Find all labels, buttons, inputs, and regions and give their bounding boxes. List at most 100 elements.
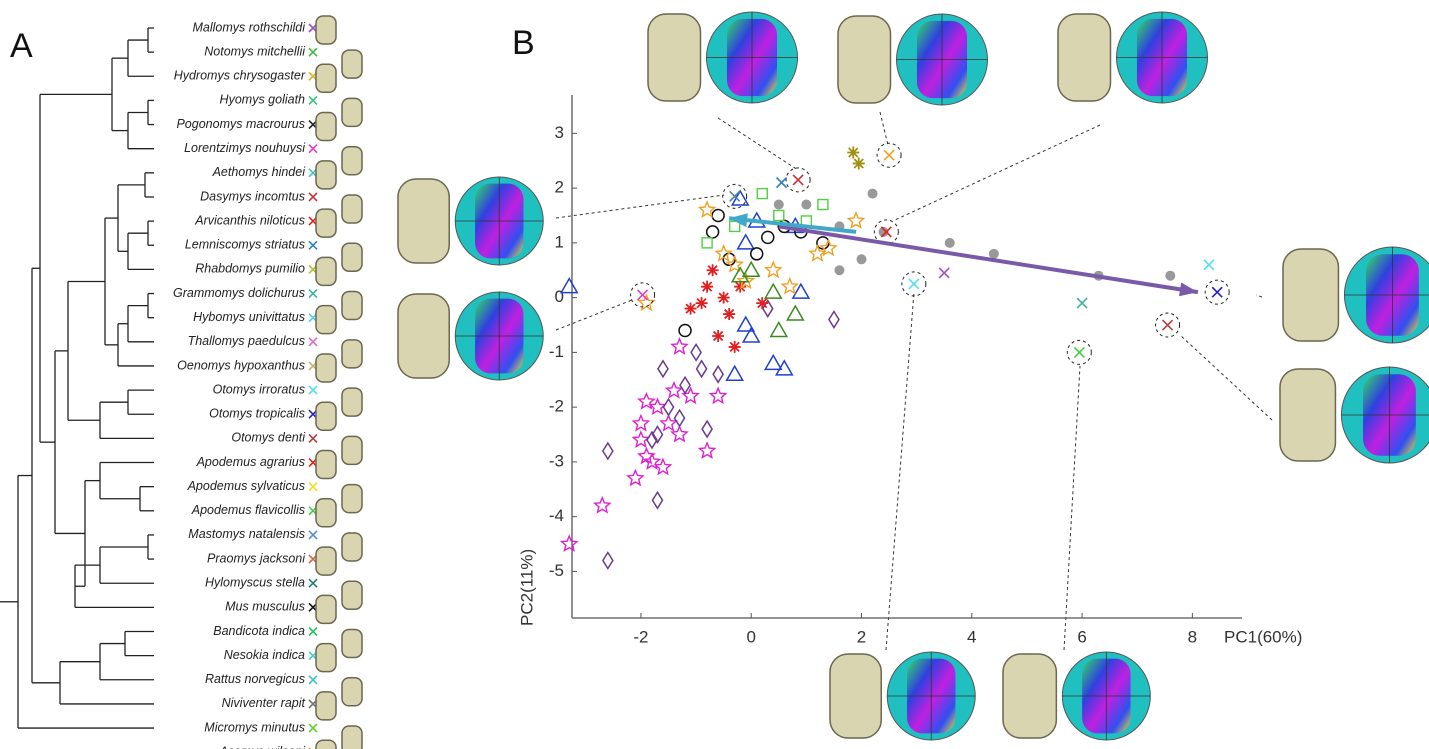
point — [672, 339, 687, 354]
species-marker — [309, 193, 317, 201]
tooth-thumb — [342, 485, 362, 513]
point — [679, 324, 691, 336]
pca-plot: -202468-5-4-3-2-10123PC1(60%)PC2(11%) — [517, 95, 1302, 646]
point — [707, 264, 719, 276]
tooth-thumb — [342, 243, 362, 271]
tooth-thumb — [316, 595, 336, 623]
species-marker — [309, 241, 317, 249]
point — [683, 388, 698, 403]
panel-label: B — [512, 24, 535, 62]
species-name: Mallomys rothschildi — [192, 20, 306, 34]
point — [743, 328, 759, 342]
y-tick-label: -4 — [549, 506, 564, 525]
species-name: Hylomyscus stella — [205, 576, 305, 590]
leader-lines — [556, 112, 1272, 650]
point — [727, 366, 743, 380]
point — [723, 308, 735, 320]
point — [664, 399, 674, 415]
species-name: Oenomys hypoxanthus — [177, 358, 305, 372]
tooth-thumb — [316, 692, 336, 720]
tooth-image — [398, 294, 449, 378]
point — [702, 421, 712, 437]
point — [762, 231, 774, 243]
tooth-thumb — [316, 113, 336, 141]
point — [757, 189, 767, 199]
tooth-thumb — [316, 209, 336, 237]
point — [603, 443, 613, 459]
tooth-thumb — [342, 388, 362, 416]
tooth-thumb — [316, 740, 336, 749]
point — [633, 432, 648, 447]
point — [1204, 260, 1214, 270]
point — [765, 355, 781, 369]
arrow-head — [1179, 282, 1198, 296]
species-name: Lorentzimys nouhuysi — [184, 141, 306, 155]
species-marker — [309, 96, 317, 104]
point — [661, 416, 676, 431]
y-tick-label: -3 — [549, 451, 564, 470]
tooth-thumb — [342, 147, 362, 175]
species-marker — [309, 145, 317, 153]
leader — [1064, 366, 1080, 650]
arrow — [779, 226, 1198, 292]
species-name: Dasymys incomtus — [200, 189, 305, 203]
species-name: Rattus norvegicus — [205, 672, 305, 686]
point — [1212, 287, 1222, 297]
species-marker — [309, 290, 317, 298]
leader — [886, 292, 914, 650]
species-marker — [309, 676, 317, 684]
species-name: Niviventer rapit — [222, 696, 306, 710]
point — [696, 297, 708, 309]
point — [774, 210, 784, 220]
tooth-image — [838, 16, 891, 103]
point — [628, 470, 643, 484]
point — [732, 191, 748, 205]
point — [751, 248, 763, 260]
species-name: Apodemus agrarius — [196, 455, 305, 469]
point — [848, 213, 863, 227]
tooth-image — [648, 14, 701, 101]
tooth-thumb — [342, 581, 362, 609]
species-name: Micromys minutus — [204, 720, 305, 734]
leader — [556, 300, 632, 330]
point — [1074, 347, 1084, 357]
tooth-thumb — [342, 436, 362, 464]
tooth-thumb — [342, 50, 362, 78]
x-tick-label: 8 — [1188, 627, 1197, 646]
point — [1077, 298, 1087, 308]
point — [776, 361, 792, 375]
species-name: Nesokia indica — [224, 648, 305, 662]
point — [652, 492, 662, 508]
species-name: Mastomys natalensis — [188, 527, 305, 541]
tooth-image — [1058, 14, 1111, 101]
x-tick-label: 6 — [1077, 627, 1086, 646]
point — [595, 498, 610, 513]
point — [691, 344, 701, 360]
point — [1163, 320, 1173, 330]
tooth-thumb — [316, 547, 336, 575]
point — [756, 297, 768, 309]
point — [685, 303, 697, 315]
tooth-thumb — [316, 451, 336, 479]
point — [847, 147, 859, 159]
tooth-thumb — [342, 98, 362, 126]
point — [853, 157, 865, 169]
y-tick-label: 2 — [555, 178, 564, 197]
x-tick-label: -2 — [633, 627, 648, 646]
species-name: Praomys jacksoni — [207, 551, 306, 565]
species-marker — [309, 386, 317, 394]
point — [718, 292, 730, 304]
y-tick-label: -5 — [549, 561, 564, 580]
tooth-thumb — [316, 499, 336, 527]
point — [766, 262, 781, 277]
species-marker — [309, 48, 317, 56]
point — [734, 281, 746, 293]
point — [818, 200, 828, 210]
leader — [556, 195, 724, 218]
y-tick-label: 3 — [555, 123, 564, 142]
point — [939, 268, 949, 278]
tooth-thumb — [342, 678, 362, 706]
species-name: Arvicanthis niloticus — [194, 213, 305, 227]
tooth-thumb — [316, 64, 336, 92]
x-tick-label: 2 — [857, 627, 866, 646]
